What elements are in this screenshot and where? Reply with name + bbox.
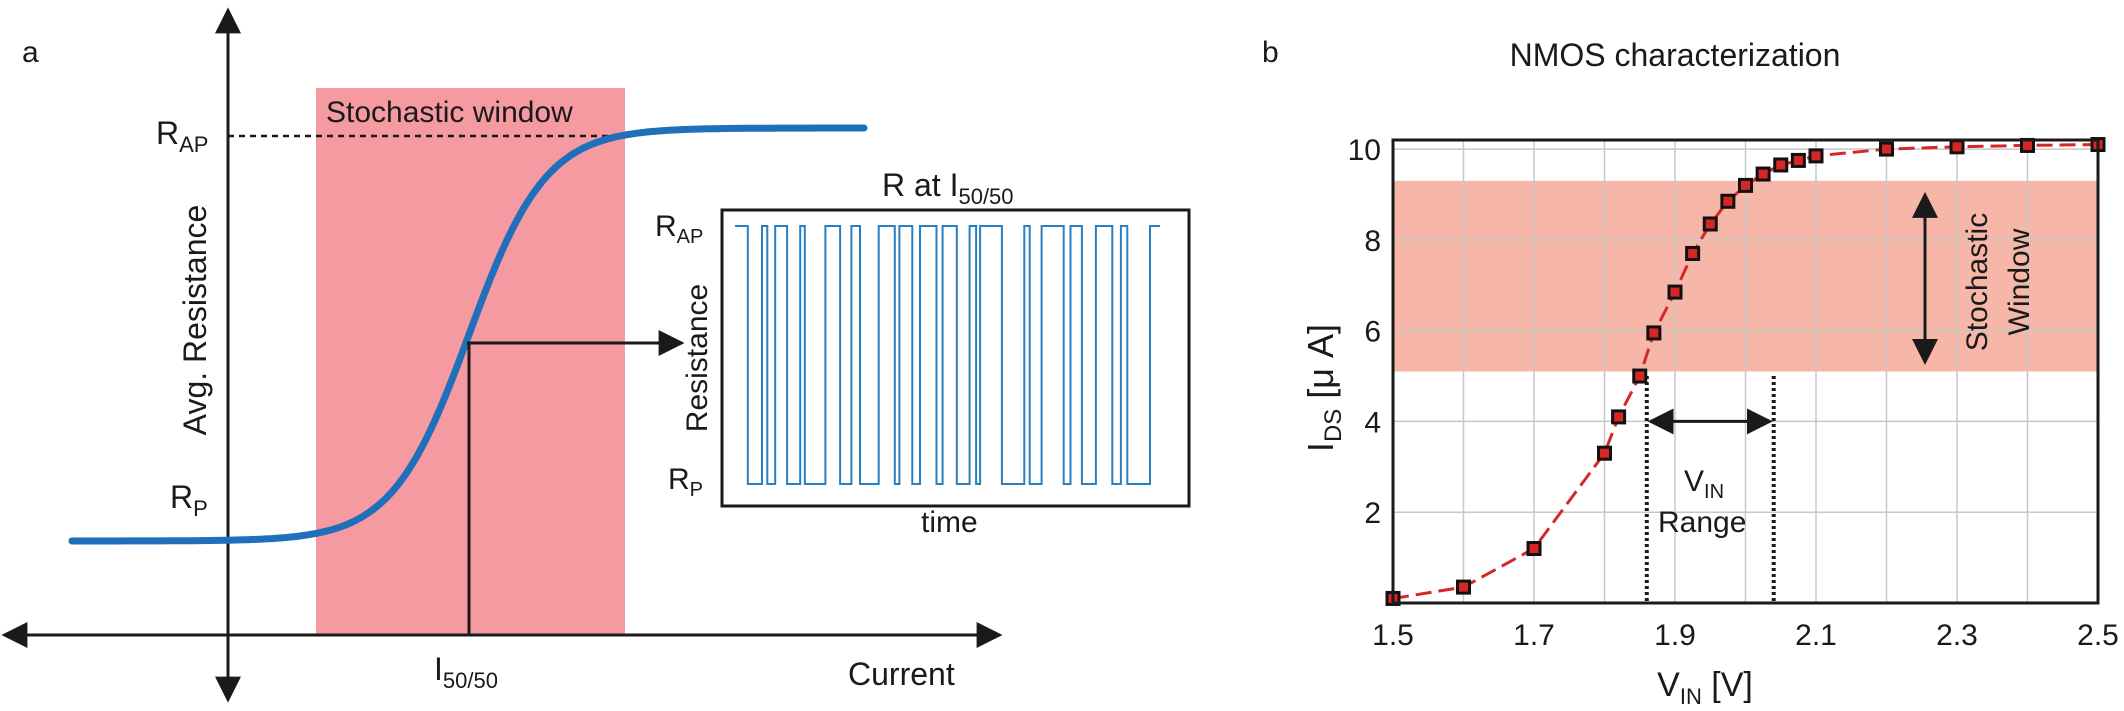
data-point [1702,216,1718,232]
x-tick-label: 1.9 [1654,619,1696,652]
panel-a-label: a [22,36,39,69]
window-label-line1: Stochastic [1961,213,1994,351]
panel-b: b NMOS characterization 1.5 1.7 1.9 2.1 2.3 2… [1262,36,2119,709]
x-tick-label: 1.5 [1372,619,1414,652]
x-tick-label: 2.3 [1936,619,1978,652]
data-point [1808,148,1824,164]
data-point [1755,166,1771,182]
inset-y-label: Resistance [681,284,714,432]
i5050-label: I50/50 [434,651,498,693]
data-point [1632,368,1648,384]
chart-title: NMOS characterization [1510,37,1841,73]
x-tick-label: 1.7 [1513,619,1555,652]
y-axis-label: Avg. Resistance [177,205,213,436]
panel-b-label: b [1262,36,1279,69]
data-point [1611,409,1627,425]
y-tick-label: 10 [1348,134,1381,167]
data-point [1879,141,1894,157]
x-axis-label: Current [848,656,955,692]
inset-rap-label: RAP [655,210,703,248]
inset-rp-label: RP [668,463,703,501]
telegraph-signal [735,225,1160,485]
data-point [1667,284,1683,300]
y-tick-label: 2 [1364,497,1381,530]
inset-title: R at I50/50 [882,167,1014,209]
rp-label: RP [170,479,208,521]
x-ticks: 1.5 1.7 1.9 2.1 2.3 2.5 [1372,619,2119,652]
y-axis-label: IDS [μ A] [1300,324,1347,452]
x-tick-label: 2.5 [2077,619,2119,652]
vin-range-label: VIN [1684,465,1724,503]
inset-frame [720,208,1191,508]
data-point [1949,139,1965,155]
window-label-line2: Window [2003,228,2036,335]
data-point [1790,152,1806,168]
data-point [1456,579,1471,595]
data-point [1773,157,1789,173]
data-point [1597,445,1612,461]
panel-a: a Stochastic window RAP RP Avg. Resistan… [1,7,1191,703]
x-tick-label: 2.1 [1795,619,1837,652]
stochastic-window-label: Stochastic window [326,96,573,129]
y-tick-label: 6 [1364,316,1381,349]
data-point [1526,541,1542,557]
grid [1393,140,2099,603]
data-point [1738,177,1753,193]
avg-resistance-curve [68,124,868,545]
data-point [1720,193,1736,209]
vin-range-lines [1644,376,1776,603]
y-ticks: 2 4 6 8 10 [1348,134,1381,530]
vin-range-label-line2: Range [1658,506,1746,539]
y-tick-label: 4 [1364,406,1381,439]
data-point [1646,325,1662,341]
inset-telegraph-plot: R at I50/50 RAP RP Resistance time [655,167,1191,539]
rap-label: RAP [156,115,208,157]
y-tick-label: 8 [1364,225,1381,258]
plot-frame [1391,138,2100,605]
inset-x-label: time [921,506,978,539]
data-point [1685,245,1701,261]
x-axis-label: VIN [V] [1657,666,1753,709]
